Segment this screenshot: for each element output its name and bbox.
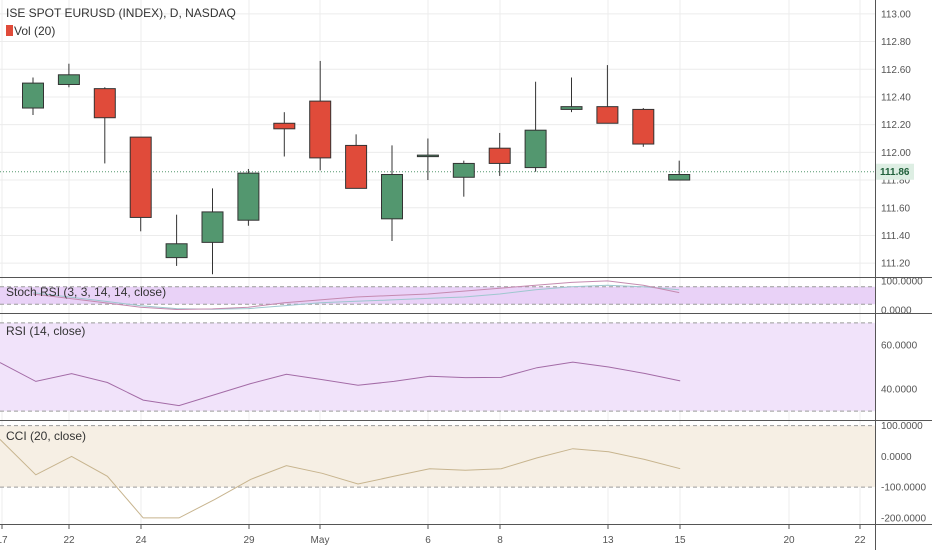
cci-legend-text: CCI (20, close) bbox=[6, 429, 87, 443]
rsi-axis-tick-label: 60.0000 bbox=[881, 340, 918, 351]
candle bbox=[237, 168, 260, 226]
rsi-line bbox=[0, 361, 681, 407]
candle bbox=[165, 214, 188, 266]
candle bbox=[596, 65, 619, 124]
symbol-title: ISE SPOT EURUSD (INDEX), D, NASDAQ bbox=[6, 6, 236, 20]
price-axis-tick-label: 112.60 bbox=[881, 65, 911, 76]
candle-body-down bbox=[488, 147, 511, 164]
price-axis-tick-label: 111.20 bbox=[881, 259, 911, 270]
candle-body-up bbox=[668, 174, 691, 181]
candle-body-up bbox=[524, 129, 547, 169]
stoch-rsi-legend: Stoch RSI (3, 3, 14, 14, close) bbox=[6, 285, 166, 299]
candle bbox=[201, 188, 224, 275]
cci-axis-tick-label: -100.0000 bbox=[881, 483, 926, 494]
candle-body-up bbox=[201, 211, 224, 243]
price-axis-tick-label: 111.80 bbox=[881, 176, 911, 187]
rsi-band-fill bbox=[0, 322, 875, 412]
time-axis-tick-label: 20 bbox=[783, 535, 795, 546]
stoch-rsi-line bbox=[32, 280, 680, 311]
price-axis-tick-label: 112.20 bbox=[881, 120, 911, 131]
candle bbox=[57, 63, 80, 88]
stoch-rsi-legend-text: Stoch RSI (3, 3, 14, 14, close) bbox=[6, 285, 167, 299]
candle bbox=[129, 136, 152, 232]
candle-body-up bbox=[381, 174, 403, 220]
cci-axis-tick-label: 0.0000 bbox=[881, 452, 912, 463]
volume-legend: Vol (20) bbox=[6, 24, 55, 38]
time-axis-tick-label: May bbox=[311, 535, 330, 546]
cci-legend: CCI (20, close) bbox=[6, 429, 86, 443]
cci-axis-tick-label: 100.0000 bbox=[881, 421, 923, 432]
stoch-rsi-band-fill bbox=[0, 286, 875, 305]
candle-body-down bbox=[632, 108, 655, 145]
time-axis-tick-label: 22 bbox=[63, 535, 75, 546]
price-axis-tick-label: 112.00 bbox=[881, 148, 911, 159]
candle bbox=[488, 132, 511, 176]
candle-body-up bbox=[165, 243, 188, 259]
candle-body-up bbox=[416, 154, 439, 158]
candle-body-down bbox=[93, 88, 116, 119]
cci-axis-tick-label: -200.0000 bbox=[881, 513, 926, 524]
time-axis-tick-label: 13 bbox=[602, 535, 614, 546]
candle-body-up bbox=[452, 162, 475, 178]
stoch-rsi-line bbox=[32, 284, 680, 310]
volume-color-swatch bbox=[6, 25, 13, 36]
candle bbox=[452, 160, 475, 197]
stoch-rsi-axis-tick-label: 100.0000 bbox=[881, 276, 923, 287]
price-axis-tick-label: 112.40 bbox=[881, 92, 911, 103]
candle-body-up bbox=[237, 172, 260, 221]
price-axis-tick-label: 113.00 bbox=[881, 9, 911, 20]
time-axis-tick-label: 8 bbox=[497, 535, 503, 546]
candle-body-down bbox=[345, 144, 368, 189]
candle-body-down bbox=[309, 100, 332, 159]
candle bbox=[22, 77, 44, 115]
candle-body-up bbox=[560, 106, 583, 110]
candle-body-up bbox=[22, 82, 44, 109]
rsi-legend: RSI (14, close) bbox=[6, 324, 85, 338]
rsi-legend-text: RSI (14, close) bbox=[6, 324, 86, 338]
candle bbox=[309, 60, 332, 171]
time-axis-tick-label: 24 bbox=[135, 535, 147, 546]
volume-legend-text: Vol (20) bbox=[14, 24, 56, 38]
candle-body-up bbox=[57, 74, 80, 85]
time-axis-tick-label: 17 bbox=[0, 535, 8, 546]
time-axis-tick-label: 29 bbox=[243, 535, 255, 546]
candle-body-down bbox=[129, 136, 152, 218]
candle bbox=[632, 108, 655, 147]
last-price-badge bbox=[876, 163, 914, 180]
candle bbox=[345, 134, 368, 189]
cci-line bbox=[0, 439, 681, 519]
candle bbox=[524, 81, 547, 172]
candle bbox=[273, 112, 296, 157]
price-axis-tick-label: 112.80 bbox=[881, 37, 911, 48]
cci-band-fill bbox=[0, 425, 875, 488]
symbol-title-text: ISE SPOT EURUSD (INDEX), D, NASDAQ bbox=[6, 6, 236, 20]
price-axis-tick-label: 111.40 bbox=[881, 231, 911, 242]
candle bbox=[381, 145, 403, 241]
price-axis-tick-label: 111.60 bbox=[881, 203, 911, 214]
stoch-rsi-axis-tick-label: 0.0000 bbox=[881, 306, 912, 317]
candle-body-down bbox=[273, 122, 296, 130]
time-axis-tick-label: 22 bbox=[854, 535, 866, 546]
time-axis-tick-label: 6 bbox=[425, 535, 431, 546]
candle bbox=[416, 138, 439, 181]
candle-body-down bbox=[596, 106, 619, 124]
rsi-axis-tick-label: 40.0000 bbox=[881, 385, 918, 396]
candle bbox=[668, 160, 691, 181]
candle bbox=[93, 87, 116, 164]
time-axis-tick-label: 15 bbox=[674, 535, 686, 546]
candle bbox=[560, 77, 583, 113]
last-price-label: 111.86 bbox=[880, 167, 910, 178]
